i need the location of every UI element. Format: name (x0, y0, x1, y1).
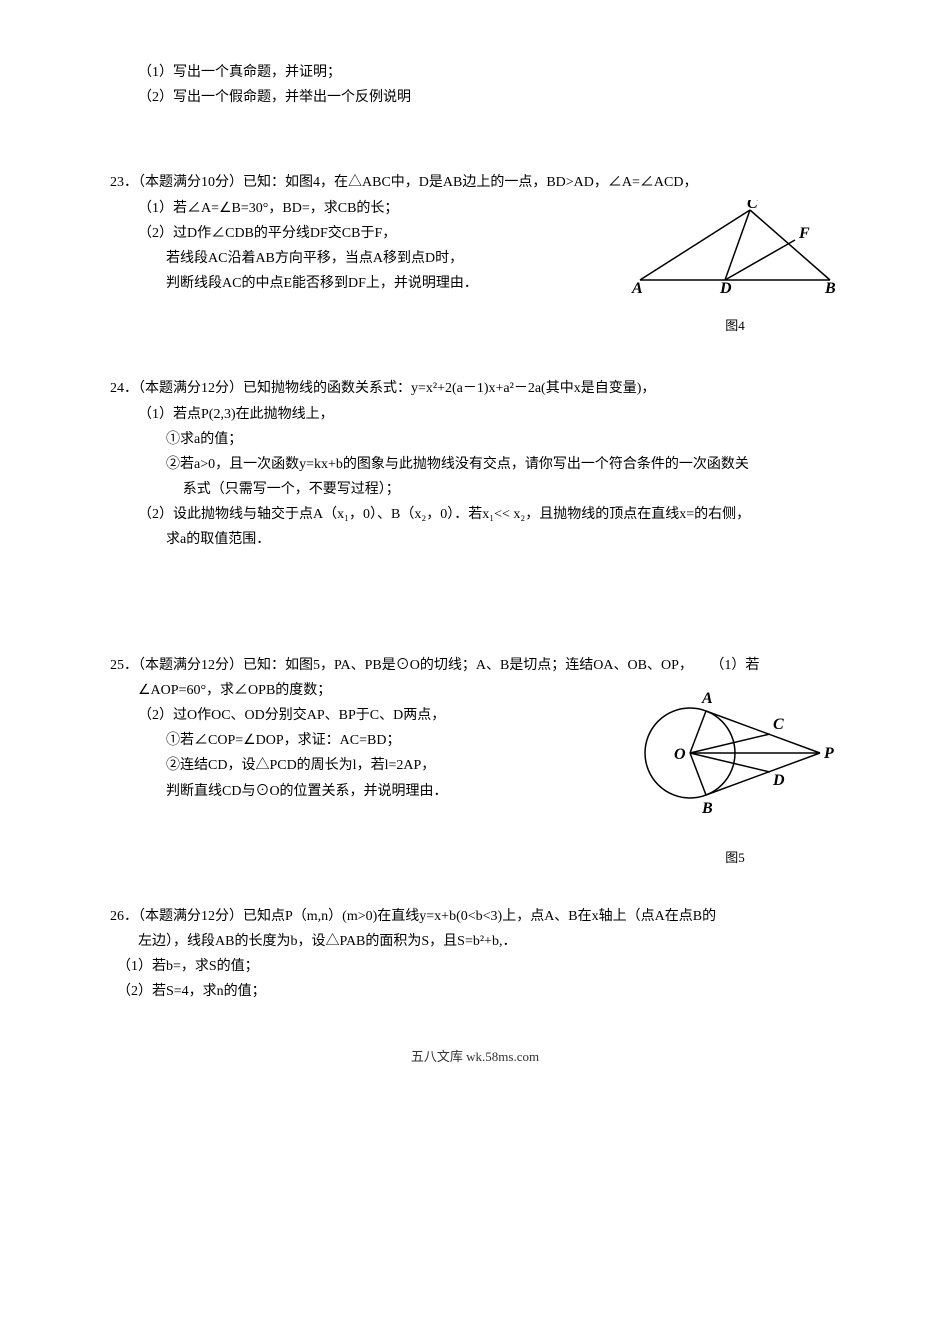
figure-5: A B C D O P 图5 (630, 673, 840, 870)
label-D: D (719, 280, 732, 297)
problem-25: 25．（本题满分12分）已知：如图5，PA、PB是⊙O的切线；A、B是切点；连结… (110, 653, 840, 804)
p26-header2: 左边），线段AB的长度为b，设△PAB的面积为S，且S=b²+b,． (110, 929, 840, 954)
p26-sub1: （1）若b=，求S的值； (110, 954, 840, 979)
label-F: F (798, 225, 810, 242)
label-A: A (701, 690, 713, 707)
p26-header: 26．（本题满分12分）已知点P（m,n）(m>0)在直线y=x+b(0<b<3… (110, 904, 840, 929)
figure-4: A B C D F 图4 (630, 200, 840, 337)
p22-sub1: （1）写出一个真命题，并证明； (110, 60, 840, 85)
p24-sub1: （1）若点P(2,3)在此抛物线上， (110, 402, 840, 427)
figure-4-svg: A B C D F (630, 200, 840, 300)
label-C: C (773, 716, 784, 733)
label-B: B (701, 800, 713, 817)
p24-sub1a: ①求a的值； (110, 427, 840, 452)
label-O: O (674, 746, 686, 763)
figure-5-svg: A B C D O P (630, 673, 840, 833)
problem-24: 24．（本题满分12分）已知抛物线的函数关系式：y=x²+2(a－1)x+a²－… (110, 376, 840, 552)
label-A: A (631, 280, 643, 297)
problem-23: 23．（本题满分10分）已知：如图4，在△ABC中，D是AB边上的一点，BD>A… (110, 170, 840, 296)
problem-22-continuation: （1）写出一个真命题，并证明； （2）写出一个假命题，并举出一个反例说明 (110, 60, 840, 110)
p24-sub1c: 系式（只需写一个，不要写过程）； (110, 477, 840, 502)
page-footer: 五八文库 wk.58ms.com (110, 1045, 840, 1068)
p24-sub2: （2）设此抛物线与轴交于点A（x₁，0）、B（x₂，0）．若x₁<< x₂，且抛… (110, 502, 840, 527)
p23-header: 23．（本题满分10分）已知：如图4，在△ABC中，D是AB边上的一点，BD>A… (110, 170, 840, 195)
p26-sub2: （2）若S=4，求n的值； (110, 979, 840, 1004)
figure-5-caption: 图5 (630, 846, 840, 869)
problem-26: 26．（本题满分12分）已知点P（m,n）(m>0)在直线y=x+b(0<b<3… (110, 904, 840, 1005)
p24-sub2a: 求a的取值范围． (110, 527, 840, 552)
p22-sub2: （2）写出一个假命题，并举出一个反例说明 (110, 85, 840, 110)
label-P: P (823, 745, 834, 762)
label-D: D (772, 772, 785, 789)
label-B: B (824, 280, 836, 297)
label-C: C (747, 200, 758, 212)
figure-4-caption: 图4 (630, 314, 840, 337)
p24-sub1b: ②若a>0，且一次函数y=kx+b的图象与此抛物线没有交点，请你写出一个符合条件… (110, 452, 840, 477)
p24-header: 24．（本题满分12分）已知抛物线的函数关系式：y=x²+2(a－1)x+a²－… (110, 376, 840, 401)
